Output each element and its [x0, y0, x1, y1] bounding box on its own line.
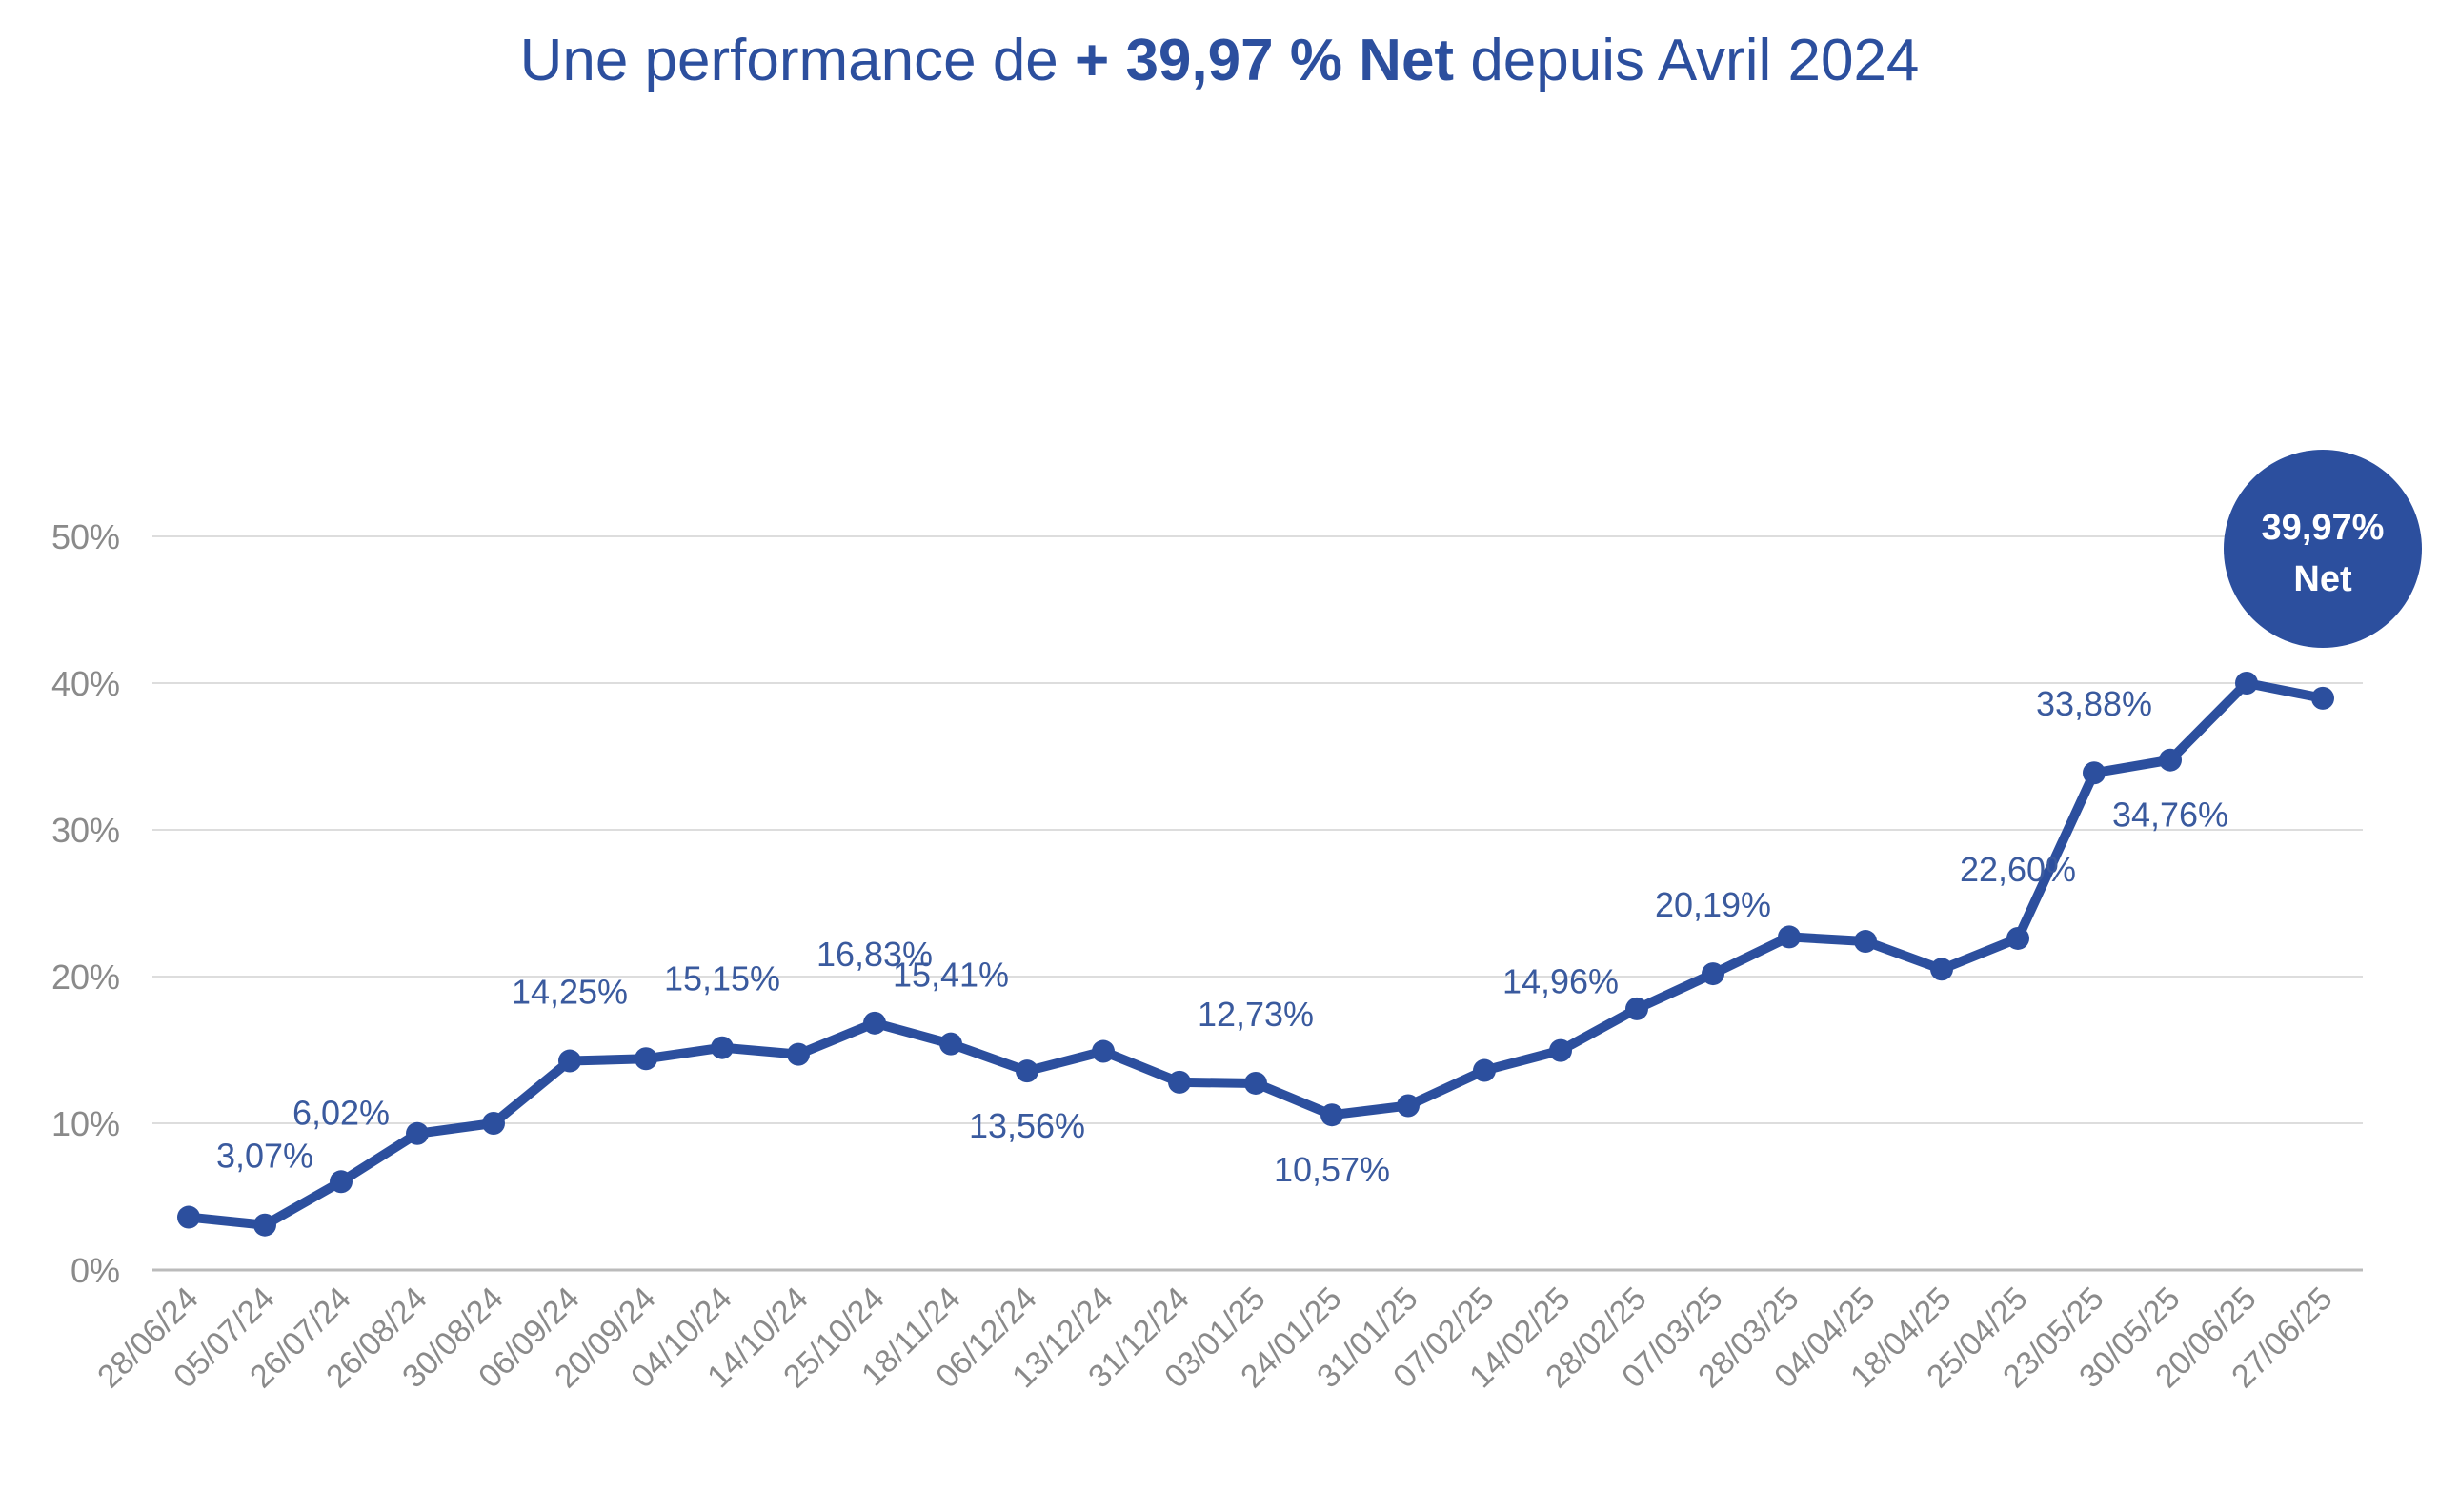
data-point	[253, 1213, 276, 1237]
badge-circle	[2224, 450, 2422, 648]
data-point	[1320, 1103, 1343, 1127]
y-tick-label: 30%	[51, 811, 120, 850]
data-point	[406, 1121, 429, 1145]
data-point	[1854, 930, 1877, 954]
data-point	[711, 1036, 734, 1059]
data-label: 34,76%	[2112, 796, 2228, 835]
data-point	[330, 1170, 353, 1194]
y-tick-label: 50%	[51, 517, 120, 556]
data-point	[2083, 761, 2106, 785]
data-point	[1016, 1059, 1038, 1083]
badge-label: Net	[2293, 559, 2352, 599]
data-labels: 3,07% 6,02% 14,25% 15,15% 16,83%15,41% 13,56%…	[216, 684, 2228, 1189]
data-point	[1473, 1058, 1496, 1082]
y-axis-ticks: 0% 10% 20% 30% 40% 50%	[51, 517, 120, 1290]
data-label: 16,83%	[816, 935, 933, 974]
data-label: 13,56%	[969, 1106, 1085, 1145]
title-highlight: + 39,97 % Net	[1075, 28, 1455, 93]
series-path	[184, 678, 2328, 1230]
title-prefix: Une performance de	[519, 28, 1076, 93]
data-point	[1397, 1094, 1420, 1118]
y-tick-label: 10%	[51, 1104, 120, 1143]
data-label: 33,88%	[2036, 684, 2152, 723]
data-point	[787, 1042, 810, 1066]
data-point	[1244, 1071, 1267, 1095]
title-suffix: depuis Avril 2024	[1454, 28, 1920, 93]
data-point	[1549, 1038, 1572, 1062]
data-point	[482, 1112, 505, 1135]
data-label: 14,96%	[1502, 962, 1619, 1001]
data-label: 22,60%	[1960, 850, 2076, 889]
data-point	[2006, 926, 2029, 950]
data-label: 3,07%	[216, 1137, 313, 1176]
data-label: 15,15%	[664, 959, 780, 998]
data-point	[1778, 925, 1801, 949]
data-point	[939, 1032, 962, 1056]
data-label: 6,02%	[292, 1093, 390, 1132]
data-point	[558, 1049, 581, 1073]
series-line	[177, 672, 2334, 1237]
data-point	[1930, 958, 1953, 981]
y-tick-label: 40%	[51, 664, 120, 703]
data-point	[1092, 1039, 1115, 1063]
data-point	[863, 1011, 886, 1035]
badge-value: 39,97%	[2262, 508, 2385, 548]
data-label: 20,19%	[1655, 885, 1771, 924]
data-label: 15,41%	[893, 956, 1009, 995]
data-point	[2311, 686, 2334, 710]
chart-title: Une performance de + 39,97 % Net depuis …	[0, 27, 2439, 94]
data-label: 14,25%	[512, 973, 628, 1012]
y-tick-label: 0%	[71, 1251, 120, 1290]
data-point	[1702, 962, 1724, 986]
x-axis-ticks: 28/06/2405/07/2426/07/2426/08/2430/08/24…	[91, 1280, 2339, 1395]
data-point	[1168, 1070, 1191, 1094]
data-label: 10,57%	[1274, 1150, 1390, 1189]
data-point	[1625, 997, 1648, 1020]
data-point	[635, 1047, 657, 1071]
net-badge: 39,97% Net	[2224, 450, 2422, 648]
data-point	[2235, 672, 2258, 695]
y-tick-label: 20%	[51, 958, 120, 997]
grid-lines	[152, 535, 2363, 1272]
data-label: 12,73%	[1198, 995, 1314, 1034]
data-point	[2159, 748, 2182, 772]
data-point	[177, 1205, 200, 1229]
